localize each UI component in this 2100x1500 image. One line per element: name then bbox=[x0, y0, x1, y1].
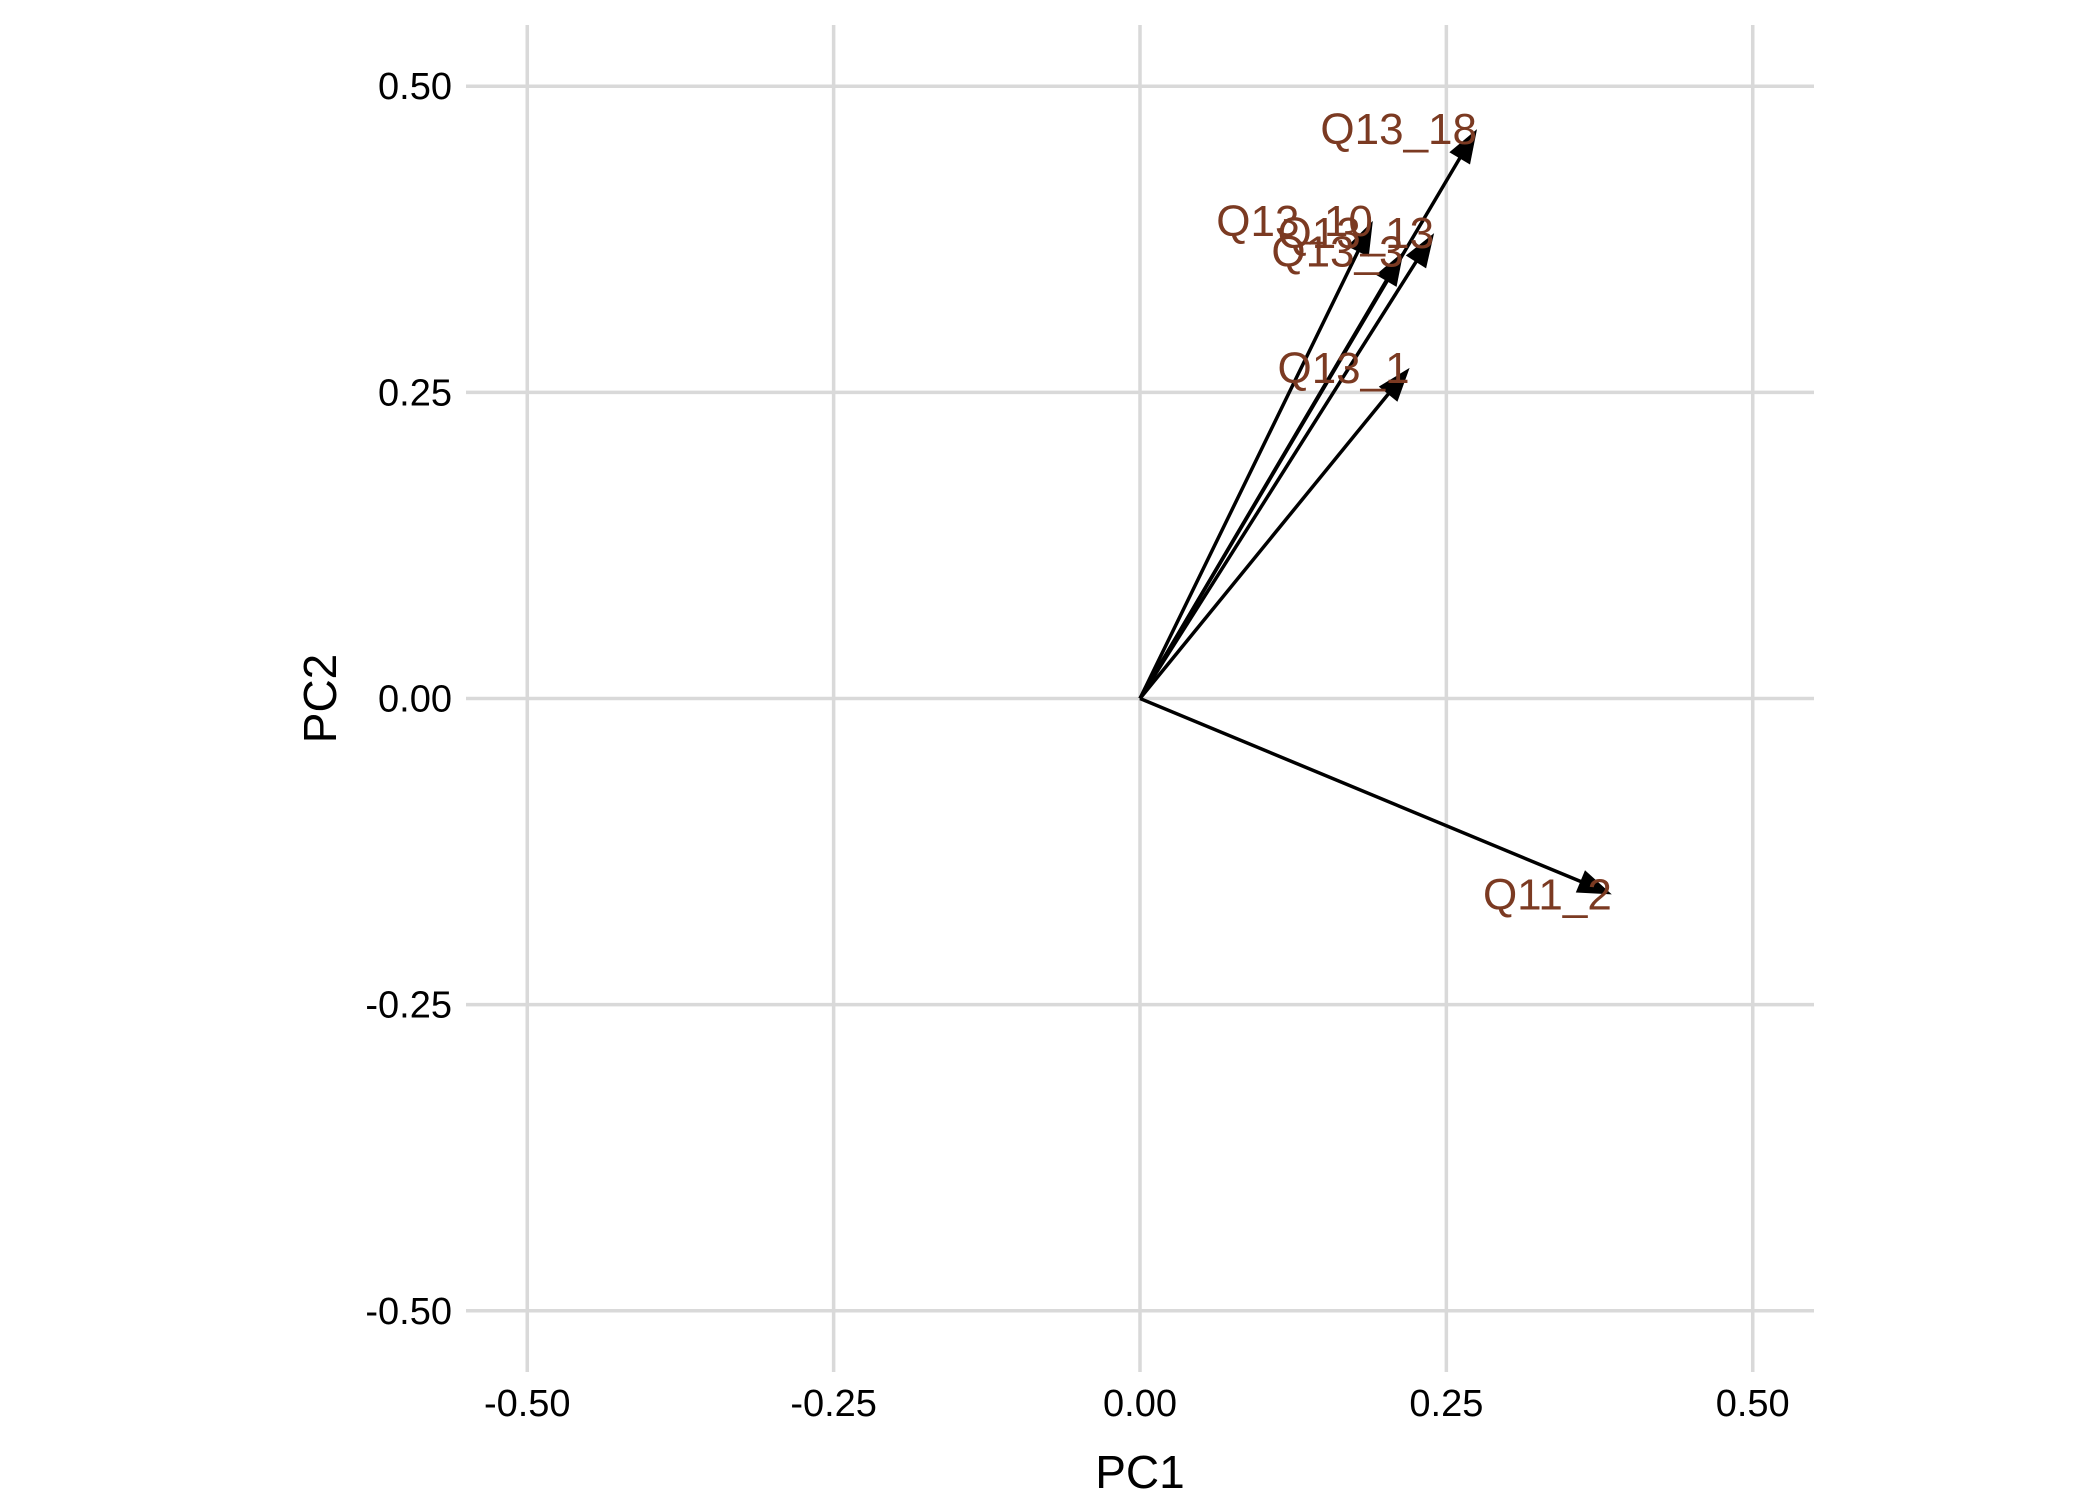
x-tick-label: -0.50 bbox=[484, 1383, 571, 1425]
loading-vector-q11-2 bbox=[1139, 696, 1585, 885]
y-tick-label: -0.25 bbox=[365, 985, 452, 1027]
grid-lines bbox=[466, 25, 1814, 1372]
x-tick-label: 0.25 bbox=[1409, 1383, 1483, 1425]
vector-label-q13-10: Q13_10 bbox=[1216, 197, 1373, 246]
vector-label-q13-18: Q13_18 bbox=[1320, 105, 1477, 154]
x-tick-label: 0.50 bbox=[1716, 1383, 1790, 1425]
loading-vector-q13-10 bbox=[1138, 247, 1362, 700]
arrowhead-q13-10 bbox=[1347, 220, 1373, 257]
loading-vector-q13-3 bbox=[1138, 276, 1390, 700]
vector-label-q11-2: Q11_2 bbox=[1483, 870, 1612, 919]
loading-vector-q13-1 bbox=[1138, 390, 1392, 700]
y-tick-label: 0.00 bbox=[378, 679, 452, 721]
arrowhead-q13-13 bbox=[1405, 233, 1435, 269]
y-axis-tick-labels: -0.50 -0.25 0.00 0.25 0.50 bbox=[365, 66, 452, 1333]
x-axis-title: PC1 bbox=[1095, 1446, 1184, 1498]
y-tick-label: 0.50 bbox=[378, 66, 452, 108]
vector-label-q13-3: Q13_3 bbox=[1271, 228, 1403, 277]
loading-vector-q13-13 bbox=[1138, 257, 1420, 700]
x-tick-label: -0.25 bbox=[790, 1383, 877, 1425]
y-tick-label: -0.50 bbox=[365, 1291, 452, 1333]
vector-label-q13-1: Q13_1 bbox=[1277, 344, 1409, 393]
y-axis-title: PC2 bbox=[294, 654, 346, 743]
x-axis-tick-labels: -0.50 -0.25 0.00 0.25 0.50 bbox=[484, 1383, 1790, 1425]
y-tick-label: 0.25 bbox=[378, 372, 452, 414]
arrowhead-q13-18 bbox=[1449, 129, 1477, 165]
vector-label-q13-13: Q13_13 bbox=[1278, 209, 1435, 258]
loading-vectors bbox=[1138, 129, 1612, 895]
arrowhead-q13-1 bbox=[1378, 367, 1410, 402]
arrowhead-q11-2 bbox=[1575, 870, 1612, 895]
x-tick-label: 0.00 bbox=[1103, 1383, 1177, 1425]
arrowhead-q13-3 bbox=[1375, 251, 1404, 287]
